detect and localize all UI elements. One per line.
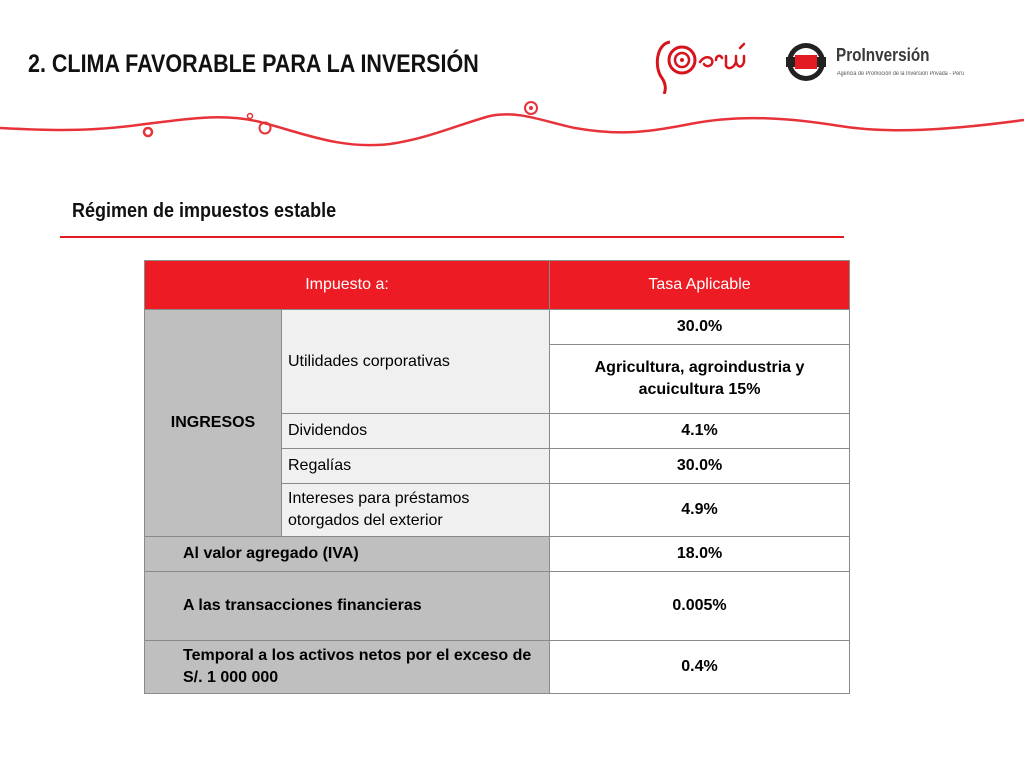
- tax-name-cell: Al valor agregado (IVA): [143, 536, 551, 572]
- column-header-rate: Tasa Aplicable: [549, 260, 851, 310]
- rate-cell: 18.0%: [549, 536, 851, 572]
- tax-name-cell: A las transacciones financieras: [143, 571, 551, 641]
- table-row: Al valor agregado (IVA) 18.0%: [143, 536, 851, 572]
- tax-table: Impuesto a: Tasa Aplicable INGRESOS Util…: [143, 260, 851, 694]
- rate-cell: 0.4%: [549, 640, 851, 694]
- proinversion-mark-icon: [786, 43, 826, 81]
- tax-name-cell: Temporal a los activos netos por el exce…: [143, 640, 551, 694]
- table-header-row: Impuesto a: Tasa Aplicable: [143, 260, 851, 310]
- tax-name-cell: Utilidades corporativas: [280, 309, 551, 414]
- tax-name-cell: Regalías: [280, 448, 551, 484]
- section-subtitle: Régimen de impuestos estable: [72, 200, 337, 222]
- tax-name-cell: Intereses para préstamos otorgados del e…: [280, 483, 551, 537]
- rate-cell: 0.005%: [549, 571, 851, 641]
- proinversion-name: ProInversión: [836, 45, 930, 65]
- table-row: Dividendos 4.1%: [145, 413, 851, 449]
- rate-cell: 4.1%: [549, 413, 851, 449]
- subtitle-divider: [60, 236, 844, 238]
- decorative-wave: [0, 101, 1024, 147]
- peru-brand-logo: [655, 40, 746, 94]
- table-row: INGRESOS Utilidades corporativas 30.0%: [144, 309, 851, 537]
- rate-cell: Agricultura, agroindustria y acuicultura…: [549, 344, 851, 414]
- rate-cell: 4.9%: [549, 483, 851, 537]
- table-row: A las transacciones financieras 0.005%: [143, 571, 851, 641]
- table-row: Temporal a los activos netos por el exce…: [143, 640, 851, 694]
- tax-name-cell: Dividendos: [280, 413, 551, 449]
- page-title: 2. CLIMA FAVORABLE PARA LA INVERSIÓN: [28, 50, 479, 78]
- rate-cell: 30.0%: [549, 309, 851, 345]
- category-ingresos: INGRESOS: [144, 309, 282, 537]
- proinversion-logo: ProInversión Agencia de Promoción de la …: [786, 38, 996, 88]
- rate-cell: 30.0%: [549, 448, 851, 484]
- table-row: Agricultura, agroindustria y acuicultura…: [145, 344, 851, 414]
- proinversion-tagline: Agencia de Promoción de la Inversión Pri…: [837, 71, 964, 77]
- column-header-tax: Impuesto a:: [143, 260, 551, 310]
- table-row: Intereses para préstamos otorgados del e…: [145, 483, 851, 537]
